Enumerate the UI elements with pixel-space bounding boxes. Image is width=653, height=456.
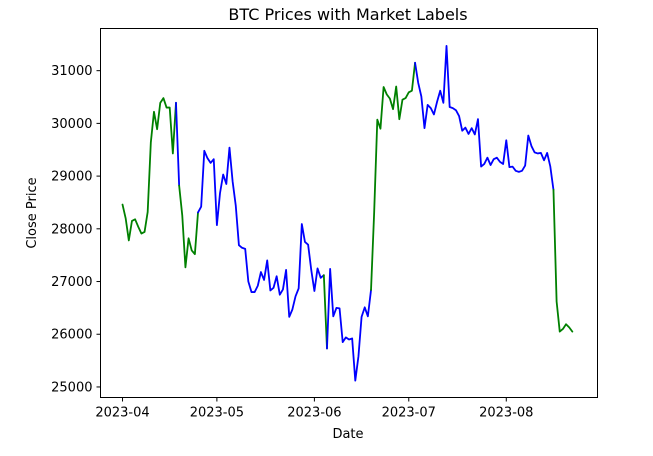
x-axis: 2023-04 2023-05 2023-06 2023-07 2023-08 [95, 397, 533, 421]
y-axis-label: Close Price [25, 177, 40, 248]
y-tick-label: 26000 [51, 328, 92, 343]
price-line-segment-6 [326, 267, 372, 382]
x-tick-label: 2023-08 [479, 406, 533, 421]
y-tick-label: 28000 [51, 222, 92, 237]
price-line-segment-4 [197, 146, 325, 318]
price-line-segment-1 [121, 97, 177, 242]
y-tick-label: 29000 [51, 170, 92, 185]
x-axis-label: Date [332, 427, 363, 442]
x-tick-label: 2023-05 [190, 406, 244, 421]
price-line-segment-9 [552, 188, 574, 333]
chart-title: BTC Prices with Market Labels [228, 5, 467, 24]
y-tick-label: 31000 [51, 64, 92, 79]
price-line-segment-3 [178, 184, 199, 269]
y-tick-label: 30000 [51, 117, 92, 132]
price-line-segment-5 [322, 274, 328, 350]
price-line-segment-2 [175, 101, 181, 187]
plot-area [121, 45, 574, 382]
y-tick-label: 27000 [51, 275, 92, 290]
y-axis: 25000 26000 27000 28000 29000 30000 31000 [51, 64, 101, 395]
price-line-segment-7 [370, 61, 416, 291]
y-tick-label: 25000 [51, 380, 92, 395]
price-line-segment-8 [414, 45, 555, 191]
x-tick-label: 2023-04 [95, 406, 149, 421]
x-tick-label: 2023-07 [382, 406, 436, 421]
axes-frame [100, 28, 598, 398]
x-tick-label: 2023-06 [287, 406, 341, 421]
